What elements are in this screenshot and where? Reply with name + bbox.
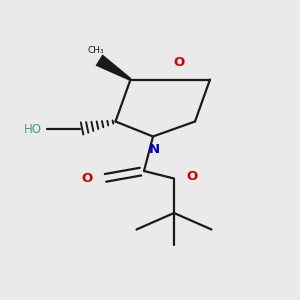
Text: O: O: [186, 170, 197, 184]
Text: O: O: [82, 172, 93, 185]
Text: N: N: [149, 143, 160, 156]
Text: O: O: [173, 56, 184, 69]
Polygon shape: [95, 54, 131, 81]
Text: CH₃: CH₃: [88, 46, 104, 56]
Text: HO: HO: [24, 122, 42, 136]
